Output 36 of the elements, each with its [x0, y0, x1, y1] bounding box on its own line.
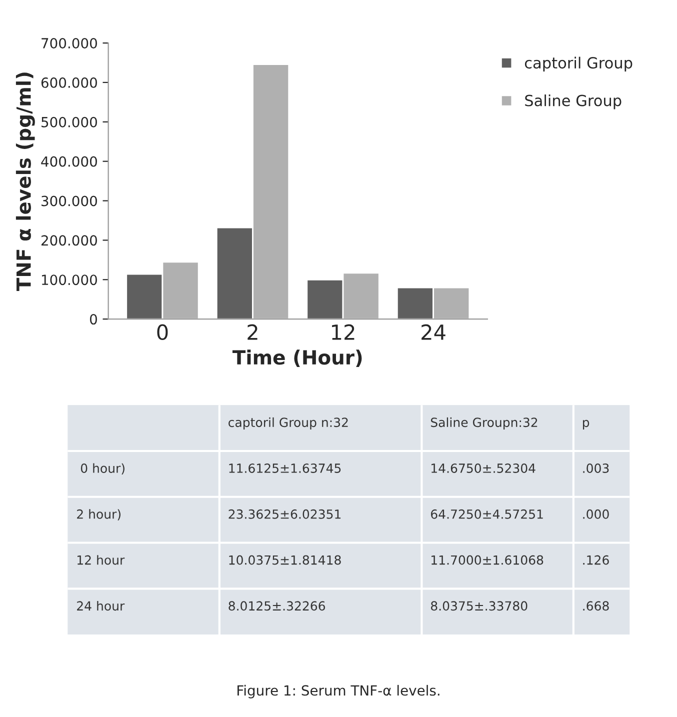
- text: .003: [583, 464, 609, 473]
- text: captoril Group n:32: [228, 417, 348, 430]
- y-tick-label: 600.000: [41, 77, 97, 88]
- text: 12 hour: [78, 555, 125, 565]
- x-tick-label: 2: [248, 324, 258, 340]
- text: 2 hour): [77, 509, 120, 520]
- text: 10.0375±1.81418: [229, 555, 341, 565]
- text: 11.6125±1.63745: [229, 464, 341, 473]
- text: p: [582, 420, 590, 430]
- text: .000: [583, 509, 609, 519]
- y-axis-title: TNF α levels (pg/ml): [16, 72, 35, 291]
- y-tick-label: 300.000: [42, 196, 97, 206]
- legend-label: Saline Group: [525, 94, 622, 110]
- x-axis-title: Time (Hour): [232, 350, 362, 367]
- y-tick-label: 700.000: [42, 38, 97, 48]
- x-tick-label: 12: [332, 324, 354, 340]
- legend-label: captoril Group: [524, 56, 632, 72]
- text: 64.7250±4.57251: [431, 509, 543, 519]
- text: 11.7000±1.61068: [432, 555, 544, 565]
- y-tick-label: 400.000: [41, 156, 97, 167]
- text: .668: [583, 601, 609, 611]
- text: Saline Groupn:32: [430, 417, 538, 430]
- y-tick-label: 500.000: [42, 116, 97, 128]
- x-tick-label: 0: [157, 324, 168, 340]
- text: .126: [583, 555, 609, 565]
- y-tick-label: 200.000: [41, 235, 97, 246]
- x-tick-label: 24: [422, 324, 446, 340]
- y-tick-label: 0: [90, 314, 97, 325]
- text: 8.0375±.33780: [430, 601, 528, 611]
- text: 8.0125±.32266: [228, 601, 326, 611]
- caption: Figure 1: Serum TNF-α levels.: [238, 684, 440, 698]
- text: 14.6750±.52304: [432, 464, 536, 473]
- text: 0 hour): [80, 463, 124, 474]
- y-tick-label: 100.000: [42, 274, 97, 286]
- text: 24 hour: [77, 600, 125, 611]
- text: 23.3625±6.02351: [228, 509, 341, 519]
